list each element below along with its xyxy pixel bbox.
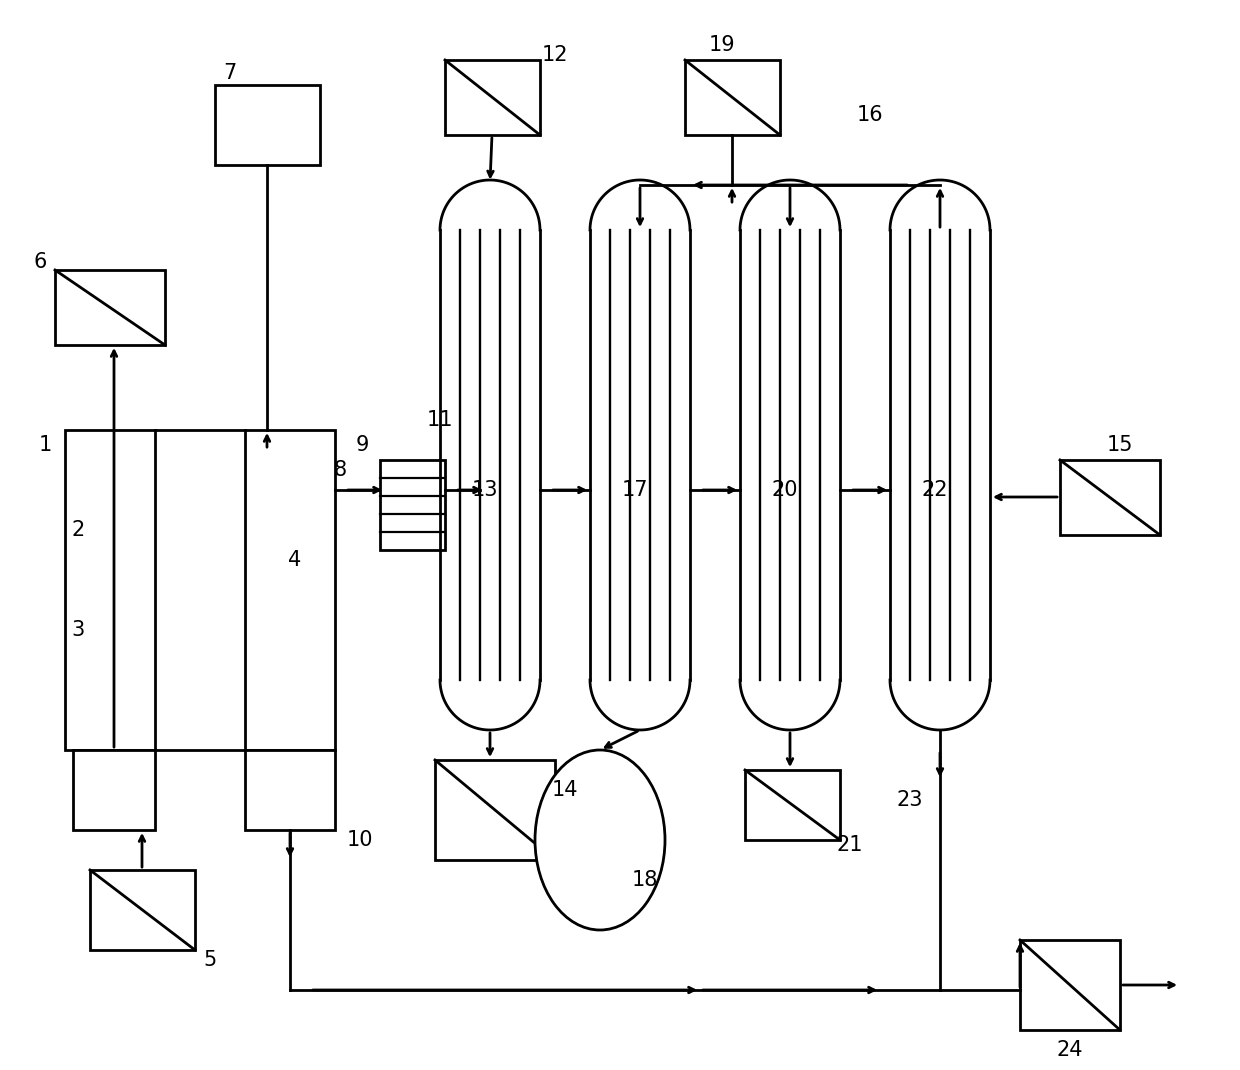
- Text: 18: 18: [632, 870, 658, 890]
- Ellipse shape: [534, 750, 665, 930]
- Text: 8: 8: [334, 460, 346, 480]
- Text: 22: 22: [921, 480, 949, 500]
- Bar: [1021, 941, 1120, 1030]
- Text: 19: 19: [709, 35, 735, 55]
- Text: 1: 1: [38, 435, 52, 455]
- Bar: [73, 750, 155, 830]
- Bar: [246, 750, 335, 830]
- Text: 23: 23: [897, 790, 924, 810]
- Text: 3: 3: [72, 620, 84, 640]
- Text: 12: 12: [542, 45, 568, 65]
- Bar: [379, 460, 445, 550]
- Text: 6: 6: [33, 253, 47, 272]
- Text: 5: 5: [203, 950, 217, 970]
- Text: 21: 21: [837, 835, 863, 855]
- Text: 9: 9: [356, 435, 368, 455]
- Bar: [55, 270, 165, 345]
- Bar: [745, 770, 839, 840]
- Text: 7: 7: [223, 63, 237, 83]
- Text: 20: 20: [771, 480, 799, 500]
- Bar: [435, 760, 556, 860]
- Bar: [684, 60, 780, 135]
- Text: 11: 11: [427, 410, 454, 430]
- Text: 17: 17: [621, 480, 649, 500]
- Text: 13: 13: [471, 480, 498, 500]
- Text: 2: 2: [72, 520, 84, 540]
- Text: 4: 4: [289, 550, 301, 570]
- Bar: [445, 60, 539, 135]
- Bar: [1060, 460, 1159, 535]
- Text: 15: 15: [1107, 435, 1133, 455]
- Text: 16: 16: [857, 105, 883, 125]
- Bar: [91, 870, 195, 950]
- Text: 24: 24: [1056, 1040, 1084, 1060]
- Bar: [215, 85, 320, 165]
- Text: 10: 10: [347, 830, 373, 850]
- Bar: [64, 430, 335, 750]
- Text: 14: 14: [552, 780, 578, 800]
